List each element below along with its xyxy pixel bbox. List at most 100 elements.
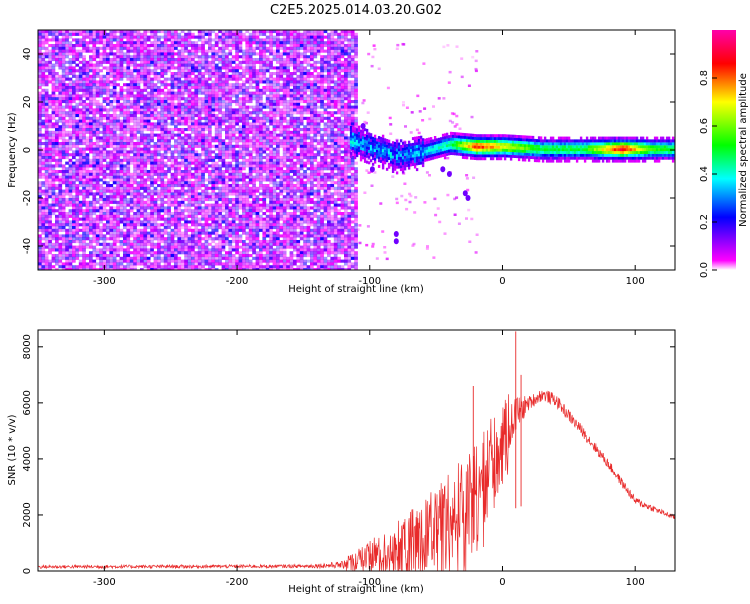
noise-cell [242, 136, 246, 140]
noise-cell [51, 114, 56, 118]
noise-cell [38, 102, 42, 106]
noise-cell [82, 217, 86, 221]
noise-cell [61, 240, 66, 244]
noise-cell [133, 30, 137, 34]
noise-cell [245, 30, 250, 34]
noise-cell [116, 240, 120, 244]
noise-cell [126, 58, 131, 62]
noise-cell [55, 55, 59, 59]
noise-cell [163, 60, 168, 64]
noise-cell [82, 44, 86, 48]
noise-cell [221, 49, 226, 53]
noise-cell [211, 161, 216, 165]
noise-cell [242, 212, 246, 216]
noise-cell [140, 161, 144, 165]
noise-cell [187, 195, 192, 199]
noise-cell [85, 223, 90, 227]
noise-cell [112, 139, 117, 143]
noise-cell [218, 167, 222, 171]
noise-cell [78, 49, 83, 53]
noise-cell [126, 256, 131, 260]
noise-cell [167, 156, 171, 160]
noise-cell [191, 186, 195, 190]
noise-cell [102, 198, 107, 202]
noise-cell [129, 240, 134, 244]
noise-cell [41, 44, 46, 48]
noise-cell [259, 38, 263, 42]
noise-cell [170, 184, 175, 188]
noise-cell [133, 178, 137, 182]
noise-cell [133, 223, 137, 227]
noise-cell [248, 100, 253, 104]
noise-cell [146, 234, 151, 238]
noise-cell [153, 44, 158, 48]
noise-cell [106, 52, 110, 56]
noise-cell [112, 133, 117, 137]
noise-cell [75, 203, 80, 207]
noise-cell [123, 200, 127, 204]
noise-cell [133, 44, 137, 48]
noise-cell [123, 158, 127, 162]
noise-cell [126, 189, 131, 193]
noise-cell [163, 86, 168, 90]
noise-cell [123, 226, 127, 230]
noise-cell [228, 248, 233, 252]
noise-cell [38, 46, 42, 50]
noise-cell [106, 69, 110, 73]
noise-cell [109, 58, 114, 62]
noise-cell [187, 63, 192, 67]
noise-cell [184, 259, 188, 263]
noise-cell [242, 251, 246, 255]
noise-cell [119, 144, 124, 148]
noise-cell [157, 195, 161, 199]
noise-cell [160, 60, 165, 64]
noise-cell [211, 212, 216, 216]
noise-cell [255, 242, 260, 246]
noise-cell [157, 192, 161, 196]
noise-cell [95, 100, 100, 104]
noise-cell [255, 94, 260, 98]
noise-cell [51, 94, 56, 98]
noise-cell [218, 88, 222, 92]
noise-cell [136, 46, 141, 50]
noise-cell [252, 161, 256, 165]
noise-cell [61, 100, 66, 104]
noise-cell [167, 184, 171, 188]
noise-cell [248, 125, 253, 129]
noise-cell [252, 119, 256, 123]
noise-cell [153, 60, 158, 64]
noise-cell [55, 144, 59, 148]
noise-cell [194, 167, 199, 171]
noise-cell [194, 80, 199, 84]
noise-cell [65, 268, 69, 270]
noise-cell [116, 114, 120, 118]
noise-cell [106, 55, 110, 59]
noise-cell [140, 251, 144, 255]
noise-cell [221, 119, 226, 123]
noise-cell [78, 209, 83, 213]
noise-cell [95, 178, 100, 182]
noise-cell [221, 80, 226, 84]
noise-cell [133, 114, 137, 118]
noise-cell [38, 161, 42, 165]
noise-cell [163, 195, 168, 199]
noise-cell [150, 240, 154, 244]
noise-cell [72, 156, 76, 160]
noise-cell [61, 88, 66, 92]
noise-cell [214, 91, 219, 95]
noise-cell [157, 203, 161, 207]
noise-cell [225, 178, 229, 182]
noise-cell [146, 161, 151, 165]
noise-cell [106, 136, 110, 140]
noise-cell [82, 63, 86, 67]
noise-cell [109, 102, 114, 106]
noise-cell [184, 240, 188, 244]
noise-cell [157, 184, 161, 188]
noise-cell [208, 86, 212, 90]
noise-cell [106, 167, 110, 171]
noise-cell [143, 184, 148, 188]
noise-cell [38, 206, 42, 210]
noise-cell [99, 237, 103, 241]
noise-cell [106, 74, 110, 78]
noise-cell [231, 88, 236, 92]
